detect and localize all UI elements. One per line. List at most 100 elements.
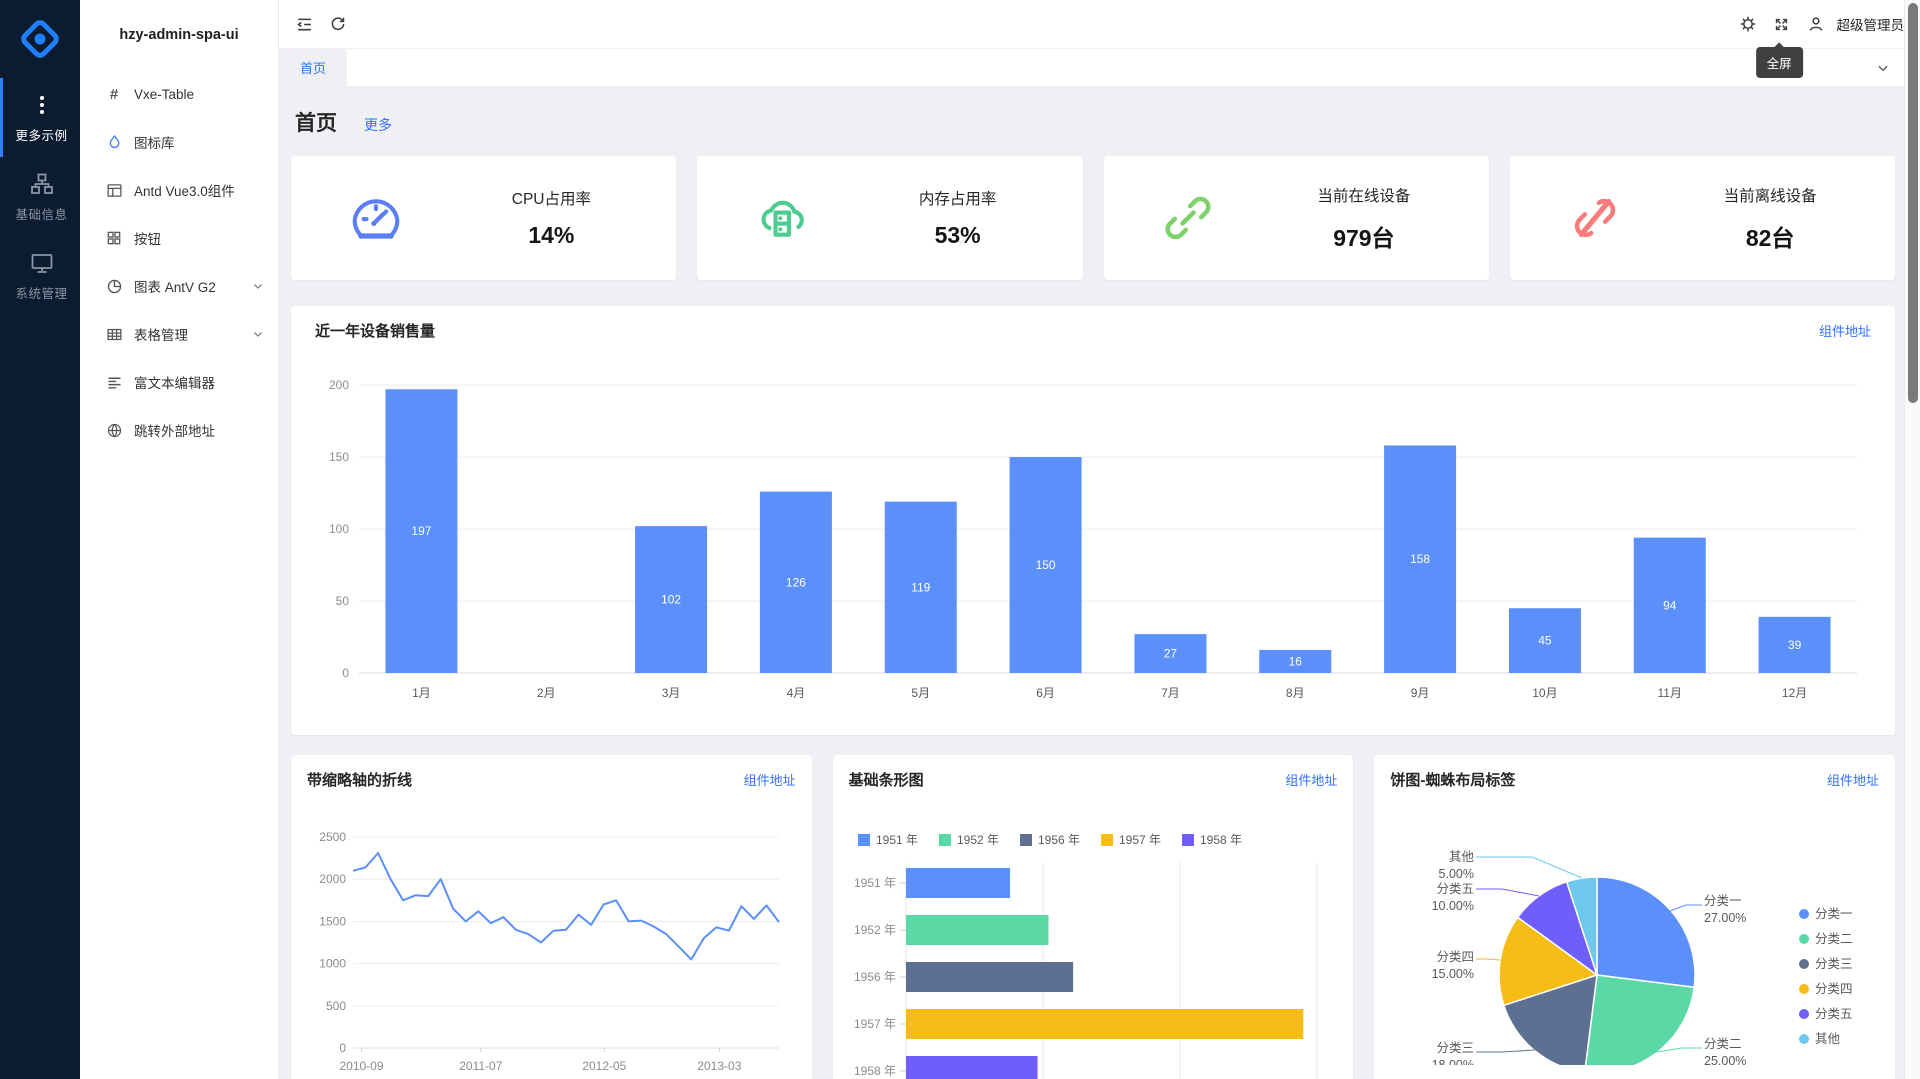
layout-icon <box>105 181 123 199</box>
menu-item-label: Antd Vue3.0组件 <box>134 184 235 199</box>
stat-label: 当前在线设备 <box>1317 187 1411 205</box>
svg-text:1957 年: 1957 年 <box>1119 833 1161 847</box>
page-head: 首页 更多 <box>295 107 1895 137</box>
svg-text:1000: 1000 <box>319 957 346 971</box>
chart-title: 基础条形图 <box>848 772 924 789</box>
svg-text:1月: 1月 <box>412 686 431 700</box>
ellipsis-icon <box>29 92 55 118</box>
page-content: 首页 更多 CPU占用率 <box>279 86 1920 1079</box>
app-title: hzy-admin-spa-ui <box>119 27 239 43</box>
svg-text:0: 0 <box>342 666 349 680</box>
svg-text:3月: 3月 <box>662 686 681 700</box>
svg-text:150: 150 <box>1036 558 1056 572</box>
svg-text:2011-07: 2011-07 <box>459 1059 502 1073</box>
slider-line-chart: 0 500 1000 1500 2000 2500 2010-09 2011-07 2012-0… <box>319 830 780 1073</box>
svg-text:分类三: 分类三 <box>1815 957 1853 971</box>
menu-collapse-icon[interactable] <box>287 7 321 41</box>
svg-text:分类四: 分类四 <box>1815 982 1853 996</box>
svg-text:16: 16 <box>1289 654 1303 668</box>
rail-item-label: 基础信息 <box>15 208 68 222</box>
svg-text:分类三: 分类三 <box>1437 1041 1475 1055</box>
menu-item-vxe-table[interactable]: # Vxe-Table <box>80 70 278 118</box>
svg-text:2013-03: 2013-03 <box>697 1059 741 1073</box>
menu-item-label: 表格管理 <box>134 328 188 343</box>
svg-text:102: 102 <box>661 593 681 607</box>
svg-text:分类二: 分类二 <box>1815 932 1853 946</box>
svg-text:45: 45 <box>1538 634 1552 648</box>
stat-value: 14% <box>528 222 575 248</box>
menu-item-external-link[interactable]: 跳转外部地址 <box>80 406 278 454</box>
component-link[interactable]: 组件地址 <box>1827 773 1880 788</box>
chevron-down-icon <box>252 328 264 340</box>
align-left-icon <box>105 373 123 391</box>
menu-item-label: 按钮 <box>134 232 161 247</box>
scrollbar-thumb[interactable] <box>1908 3 1918 403</box>
chart-title: 近一年设备销售量 <box>315 323 436 340</box>
stat-card-online: 当前在线设备 979台 <box>1103 156 1489 280</box>
stat-card-memory: 内存占用率 53% <box>697 156 1083 280</box>
gauge-icon <box>291 192 461 244</box>
menu-item-icon-library[interactable]: 图标库 <box>80 118 278 166</box>
menu-item-charts-antv-g2[interactable]: 图表 AntV G2 <box>80 262 278 310</box>
fire-icon <box>105 133 123 151</box>
svg-text:25.00%: 25.00% <box>1704 1054 1746 1065</box>
svg-text:1957 年: 1957 年 <box>854 1017 896 1031</box>
svg-text:4月: 4月 <box>787 686 806 700</box>
menu-item-rich-text-editor[interactable]: 富文本编辑器 <box>80 358 278 406</box>
svg-text:2010-09: 2010-09 <box>339 1059 383 1073</box>
svg-text:1958 年: 1958 年 <box>854 1064 896 1078</box>
svg-text:6月: 6月 <box>1036 686 1055 700</box>
stat-label: CPU占用率 <box>511 191 591 208</box>
rail-item-basic-info[interactable]: 基础信息 <box>0 157 80 236</box>
svg-text:0: 0 <box>339 1041 346 1055</box>
stat-value: 53% <box>934 222 981 248</box>
user-name[interactable]: 超级管理员 <box>1836 18 1905 33</box>
svg-text:分类一: 分类一 <box>1704 894 1742 908</box>
sales-column-chart: 0 50 100 150 200 197 1月 2月 102 3月 126 4月 119 5月 150 6月 2… <box>329 378 1857 700</box>
stat-label: 内存占用率 <box>918 191 997 208</box>
svg-text:5.00%: 5.00% <box>1439 867 1474 881</box>
svg-text:分类五: 分类五 <box>1437 882 1475 896</box>
topbar: 全屏 超级管理员 <box>279 0 1920 78</box>
menu-item-buttons[interactable]: 按钮 <box>80 214 278 262</box>
component-link[interactable]: 组件地址 <box>1285 773 1338 788</box>
hash-icon: # <box>109 85 119 103</box>
spider-label-pie-chart: 分类一 27.00% 分类二 25.00% 分类三 18.00% 分类四 15.00% 分类五 1… <box>1432 850 1853 1065</box>
svg-text:15.00%: 15.00% <box>1432 967 1474 981</box>
svg-text:9月: 9月 <box>1411 686 1430 700</box>
sales-chart-card: 近一年设备销售量 组件地址 0 50 100 150 200 197 1月 2月 102 3月 12… <box>291 306 1895 735</box>
user-icon[interactable] <box>1799 7 1833 41</box>
svg-text:分类二: 分类二 <box>1704 1037 1742 1051</box>
rail-item-system-management[interactable]: 系统管理 <box>0 236 80 315</box>
svg-text:27.00%: 27.00% <box>1704 911 1746 925</box>
fullscreen-icon[interactable] <box>1765 7 1799 41</box>
component-link[interactable]: 组件地址 <box>1818 324 1871 339</box>
svg-text:分类五: 分类五 <box>1815 1007 1853 1021</box>
menu-item-table-management[interactable]: 表格管理 <box>80 310 278 358</box>
tab-home[interactable]: 首页 <box>279 49 348 86</box>
diamond-logo-icon <box>21 20 59 58</box>
rail-item-more-examples[interactable]: 更多示例 <box>0 78 80 157</box>
menu-item-label: 富文本编辑器 <box>134 376 215 391</box>
refresh-icon[interactable] <box>321 7 355 41</box>
svg-text:39: 39 <box>1788 638 1802 652</box>
settings-gear-icon[interactable] <box>1731 7 1765 41</box>
table-icon <box>105 325 123 343</box>
svg-text:2012-05: 2012-05 <box>582 1059 626 1073</box>
svg-text:8月: 8月 <box>1286 686 1305 700</box>
tabbar-chevron-down-icon[interactable] <box>1876 49 1890 86</box>
main-area: 全屏 超级管理员 首页 首页 更多 <box>279 0 1920 1079</box>
svg-text:1952 年: 1952 年 <box>854 923 896 937</box>
more-link[interactable]: 更多 <box>364 117 392 133</box>
svg-text:2500: 2500 <box>319 830 346 844</box>
component-link[interactable]: 组件地址 <box>743 773 796 788</box>
menu-item-antd-vue-components[interactable]: Antd Vue3.0组件 <box>80 166 278 214</box>
app-logo[interactable] <box>0 0 80 78</box>
hbar-chart-card: 基础条形图 组件地址 1951 年 1952 年 1956 年 1957 年 1958 … <box>832 755 1354 1079</box>
svg-text:10.00%: 10.00% <box>1432 899 1474 913</box>
bottom-row: 带缩略轴的折线 组件地址 0 500 1000 1500 2000 2500 2010-09… <box>291 755 1896 1079</box>
stat-label: 当前离线设备 <box>1723 187 1817 205</box>
monitor-icon <box>29 250 55 276</box>
svg-text:10月: 10月 <box>1532 686 1557 700</box>
stat-value: 82台 <box>1745 224 1795 251</box>
